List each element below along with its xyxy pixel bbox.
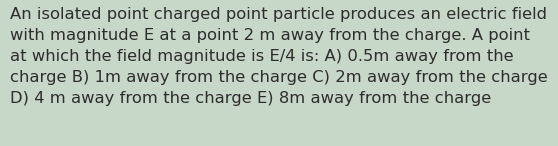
Text: An isolated point charged point particle produces an electric field
with magnitu: An isolated point charged point particle… <box>10 7 548 106</box>
